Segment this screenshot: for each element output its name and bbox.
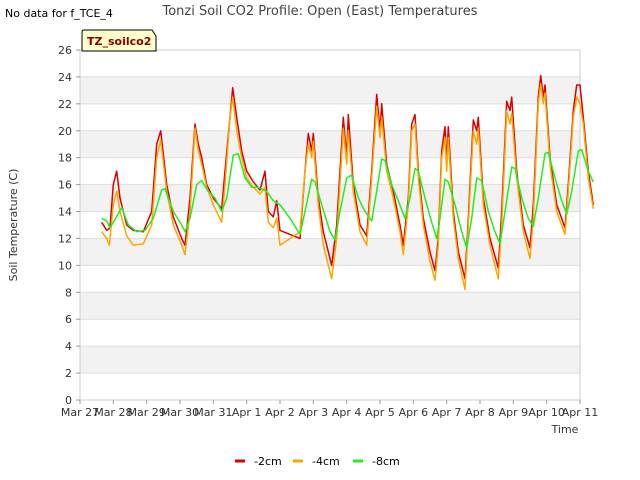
legend-label: -4cm	[312, 455, 340, 468]
x-tick-label: Apr 11	[562, 406, 599, 419]
y-tick-label: 4	[65, 340, 72, 353]
series-line-8cm	[101, 148, 594, 249]
series-group	[101, 74, 595, 291]
grid-band	[80, 76, 580, 104]
y-tick-label: 12	[58, 232, 72, 245]
x-tick-label: Mar 28	[94, 406, 132, 419]
x-tick-label: Apr 6	[399, 406, 429, 419]
chart-title: Tonzi Soil CO2 Profile: Open (East) Temp…	[161, 4, 477, 19]
x-tick-label: Apr 5	[365, 406, 395, 419]
x-tick-label: Apr 4	[332, 406, 362, 419]
y-tick-label: 2	[65, 367, 72, 380]
no-data-note: No data for f_TCE_4	[5, 7, 113, 20]
plot-frame	[79, 49, 581, 401]
legend-label: -2cm	[254, 455, 282, 468]
y-tick-label: 24	[58, 71, 72, 84]
badge: TZ_soilco2	[81, 29, 157, 52]
x-tick-label: Apr 3	[299, 406, 329, 419]
legend: -2cm -4cm -8cm	[235, 455, 400, 468]
x-tick-label: Apr 9	[499, 406, 529, 419]
y-tick-label: 0	[65, 394, 72, 407]
x-tick-label: Mar 27	[61, 406, 99, 419]
x-tick-label: Mar 29	[128, 406, 166, 419]
y-tick-label: 6	[65, 313, 72, 326]
grid-band	[80, 346, 580, 374]
y-tick-label: 18	[58, 152, 72, 165]
y-tick-label: 20	[58, 125, 72, 138]
x-tick-label: Mar 31	[194, 406, 232, 419]
y-tick-label: 8	[65, 286, 72, 299]
y-tick-label: 14	[58, 206, 72, 219]
x-tick-label: Apr 2	[265, 406, 295, 419]
x-tick-label: Apr 8	[465, 406, 495, 419]
y-axis-label: Soil Temperature (C)	[7, 169, 20, 282]
x-tick-label: Apr 10	[528, 406, 565, 419]
badge-box	[81, 29, 157, 52]
badge-text: TZ_soilco2	[87, 35, 151, 48]
y-tick-label: 16	[58, 179, 72, 192]
grid-bands	[80, 49, 580, 401]
x-tick-label: Mar 30	[161, 406, 199, 419]
grid-band	[80, 292, 580, 320]
series-line-4cm	[101, 82, 595, 291]
y-tick-label: 22	[58, 98, 72, 111]
x-tick-label: Apr 1	[232, 406, 262, 419]
x-axis-label: Time	[551, 423, 579, 436]
x-tick-label: Apr 7	[432, 406, 462, 419]
y-tick-label: 26	[58, 44, 72, 57]
y-tick-label: 10	[58, 259, 72, 272]
legend-label: -8cm	[372, 455, 400, 468]
